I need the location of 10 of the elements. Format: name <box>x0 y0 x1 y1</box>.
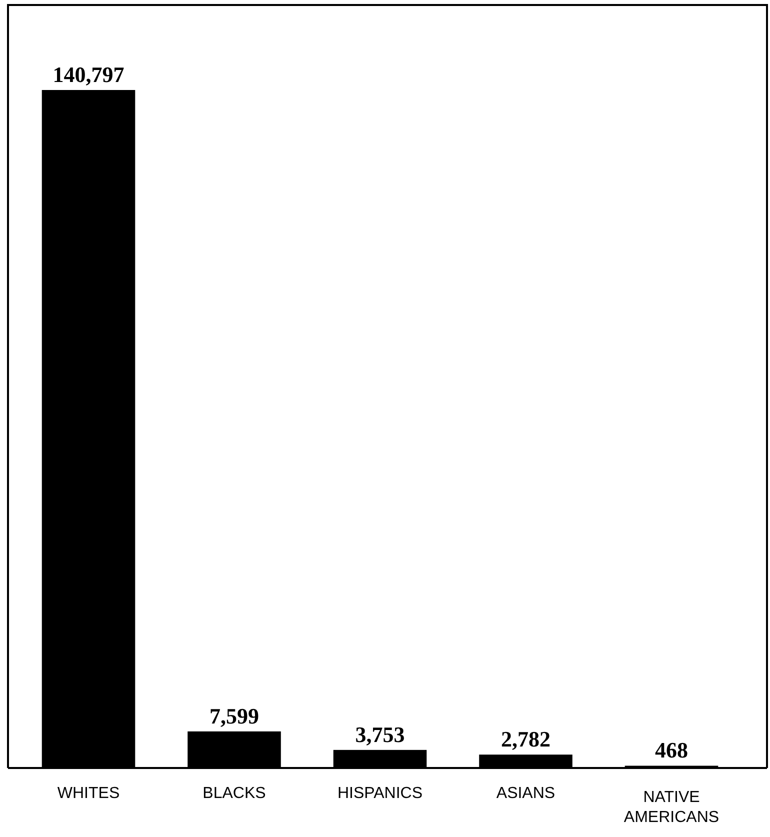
x-tick-label: BLACKS <box>202 785 266 802</box>
data-label: 3,753 <box>355 722 405 747</box>
x-tick-label: HISPANICS <box>337 785 423 802</box>
data-label: 7,599 <box>210 703 259 728</box>
data-label: 140,797 <box>52 62 124 87</box>
x-tick-label: NATIVE AMERICANS <box>624 789 720 826</box>
x-tick-label: ASIANS <box>496 785 556 802</box>
data-label: 468 <box>655 738 688 763</box>
data-label: 2,782 <box>501 726 550 752</box>
x-tick-label: WHITES <box>57 785 120 802</box>
